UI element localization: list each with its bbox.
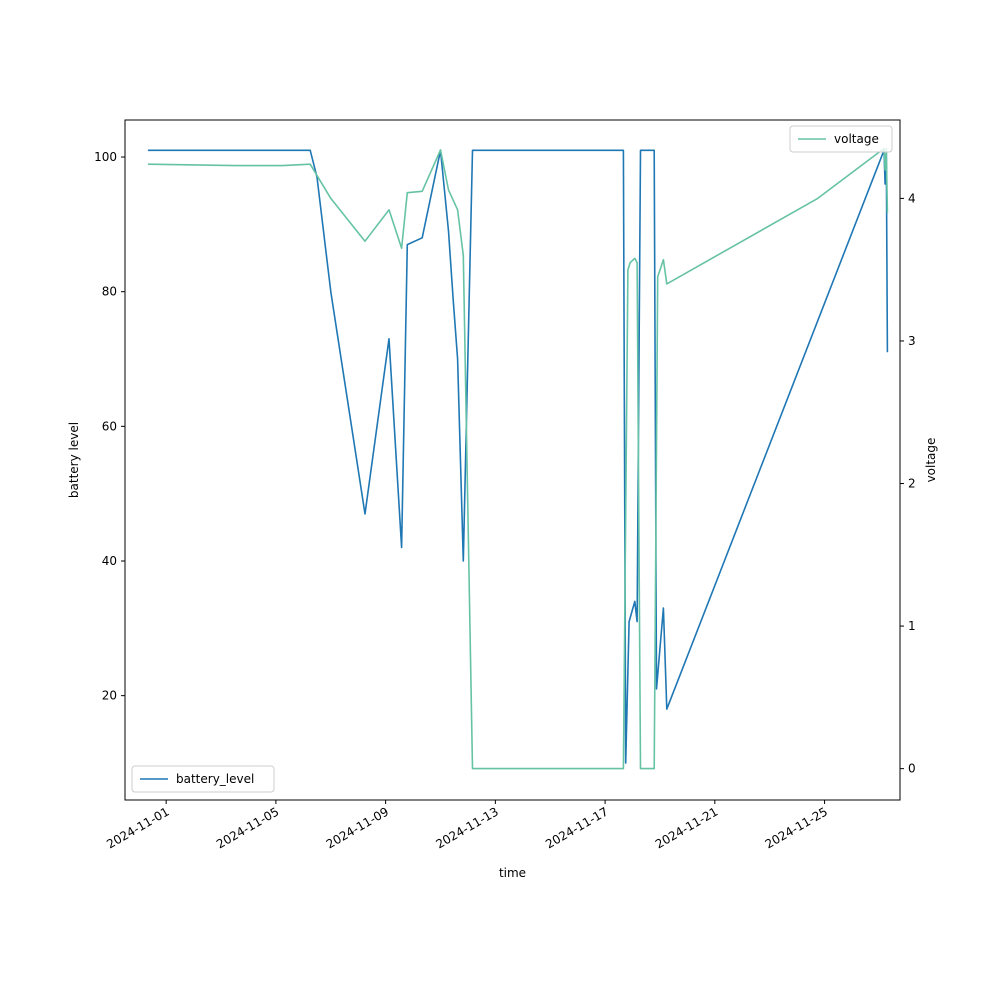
left-y-tick-label: 60 [102, 419, 117, 433]
right-y-axis-ticks: 0 1 2 3 4 [900, 191, 916, 776]
series-layer [147, 147, 889, 770]
x-axis-label: time [499, 866, 526, 880]
plot-frame [124, 119, 901, 801]
right-y-tick-label: 2 [908, 477, 916, 491]
legend-label: battery_level [176, 772, 254, 786]
legend-box [131, 765, 275, 793]
series-line-battery-level [147, 149, 889, 764]
right-y-tick-label: 4 [908, 191, 916, 205]
left-y-tick-label: 20 [102, 689, 117, 703]
legend-box [789, 125, 893, 153]
left-y-tick-label: 100 [94, 150, 117, 164]
right-y-axis-label: voltage [924, 438, 938, 483]
legend-label: voltage [834, 132, 879, 146]
series-line-voltage [147, 147, 889, 770]
left-y-tick-label: 40 [102, 554, 117, 568]
legend-battery-level: battery_level [131, 765, 275, 793]
left-y-axis-label: battery level [67, 422, 81, 498]
right-y-tick-label: 1 [908, 619, 916, 633]
right-y-tick-label: 0 [908, 762, 916, 776]
right-y-tick-label: 3 [908, 334, 916, 348]
legend-voltage: voltage [789, 125, 893, 153]
left-y-axis-ticks: 20 40 60 80 100 [94, 150, 125, 703]
legend-layer: battery_level voltage [131, 125, 893, 793]
left-y-tick-label: 80 [102, 285, 117, 299]
